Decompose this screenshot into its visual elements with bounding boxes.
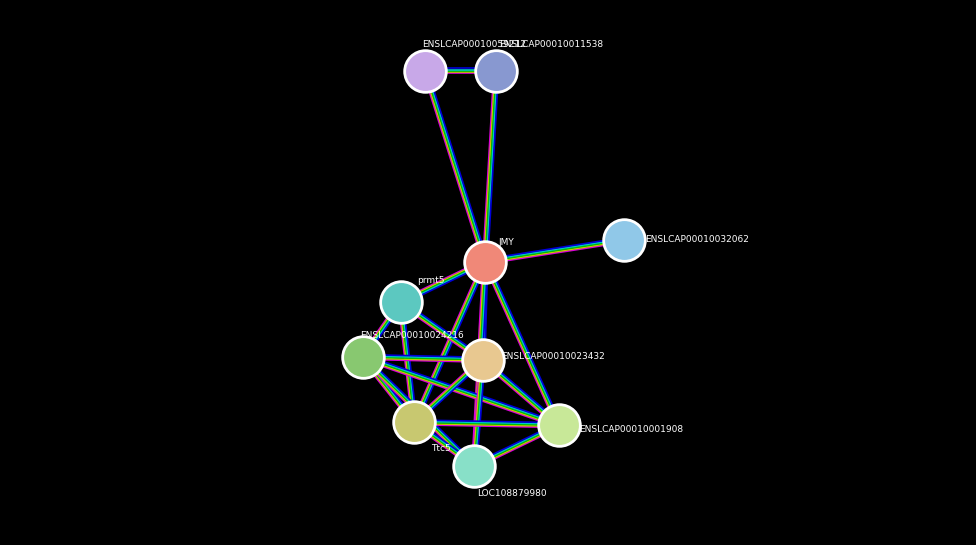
Point [617,235,632,244]
Point [477,257,493,266]
Point [488,66,504,75]
Point [355,353,371,361]
Point [393,298,409,307]
Point [418,66,433,75]
Text: ENSLCAP00010024216: ENSLCAP00010024216 [360,331,464,340]
Point [617,235,632,244]
Point [407,418,423,427]
Text: ENSLCAP00010001908: ENSLCAP00010001908 [580,425,683,434]
Point [355,353,371,361]
Point [551,421,567,429]
Point [355,353,371,361]
Point [393,298,409,307]
Point [617,235,632,244]
Point [418,66,433,75]
Text: ENSLCAP00010059212: ENSLCAP00010059212 [423,40,526,49]
Text: prmt5: prmt5 [417,276,445,285]
Point [418,66,433,75]
Point [551,421,567,429]
Point [467,462,482,470]
Text: ENSLCAP00010011538: ENSLCAP00010011538 [499,40,603,49]
Text: ENSLCAP00010032062: ENSLCAP00010032062 [645,235,749,244]
Point [467,462,482,470]
Point [488,66,504,75]
Point [474,355,490,364]
Text: Ttc5: Ttc5 [430,444,451,453]
Point [488,66,504,75]
Text: JMY: JMY [499,238,514,247]
Point [477,257,493,266]
Point [407,418,423,427]
Point [474,355,490,364]
Point [477,257,493,266]
Point [407,418,423,427]
Point [474,355,490,364]
Point [393,298,409,307]
Point [551,421,567,429]
Text: ENSLCAP00010023432: ENSLCAP00010023432 [502,353,605,361]
Text: LOC108879980: LOC108879980 [477,489,547,498]
Point [467,462,482,470]
